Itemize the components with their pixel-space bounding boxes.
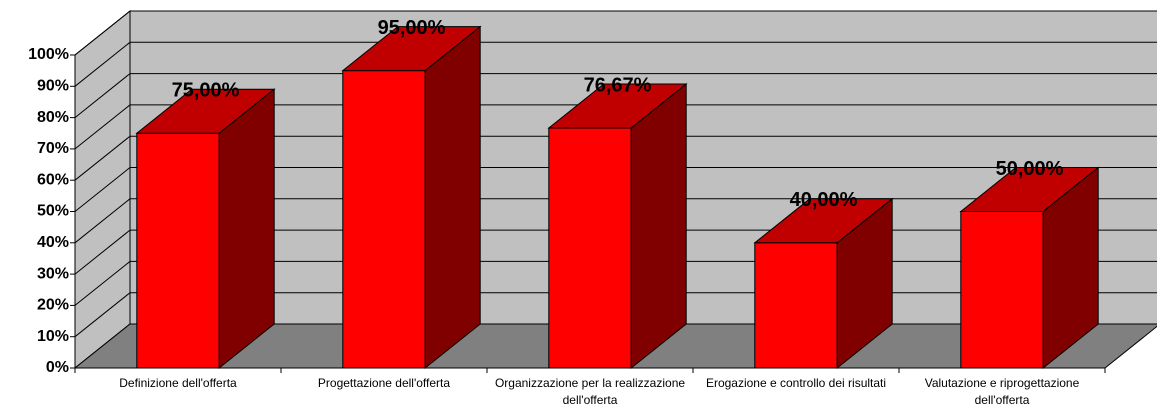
value-label: 75,00% bbox=[172, 80, 240, 102]
y-tick-label: 60% bbox=[37, 171, 69, 188]
x-tick-label: Organizzazione per la realizzazione dell… bbox=[494, 376, 686, 407]
y-tick-label: 20% bbox=[37, 297, 69, 314]
grid-line bbox=[74, 167, 1157, 212]
bar-front bbox=[342, 70, 426, 369]
grid-line bbox=[74, 135, 1157, 181]
bar-front bbox=[548, 127, 632, 369]
bar-side bbox=[218, 88, 275, 370]
x-tick-label: Erogazione e controllo dei risultati bbox=[705, 376, 887, 390]
bar-side bbox=[424, 25, 481, 370]
y-tick-label: 100% bbox=[28, 46, 69, 63]
grid-line bbox=[74, 104, 1157, 150]
value-label: 50,00% bbox=[996, 158, 1064, 180]
value-label: 76,67% bbox=[584, 74, 652, 96]
bar-front bbox=[960, 211, 1044, 369]
bar-front bbox=[136, 132, 220, 369]
bar-side bbox=[836, 197, 893, 370]
bar-side bbox=[630, 82, 687, 370]
grid-line bbox=[74, 41, 1157, 87]
x-tick-label: Progettazione dell'offerta bbox=[317, 376, 451, 390]
bar-side bbox=[1042, 166, 1099, 370]
grid-line bbox=[74, 73, 1157, 118]
value-label: 95,00% bbox=[378, 17, 446, 39]
y-tick-label: 50% bbox=[37, 203, 69, 220]
y-tick-label: 10% bbox=[37, 328, 69, 345]
value-label: 40,00% bbox=[790, 189, 858, 211]
y-tick-label: 30% bbox=[37, 265, 69, 282]
y-tick-label: 40% bbox=[37, 234, 69, 251]
x-tick-label: Definizione dell'offerta bbox=[119, 376, 237, 390]
y-tick-label: 80% bbox=[37, 109, 69, 126]
y-tick-label: 0% bbox=[46, 359, 69, 376]
y-tick-label: 90% bbox=[37, 78, 69, 95]
bar-front bbox=[754, 242, 838, 369]
y-tick-label: 70% bbox=[37, 140, 69, 157]
x-tick-label: Valutazione e riprogettazione dell'offer… bbox=[924, 376, 1080, 407]
grid-line bbox=[74, 10, 1157, 56]
